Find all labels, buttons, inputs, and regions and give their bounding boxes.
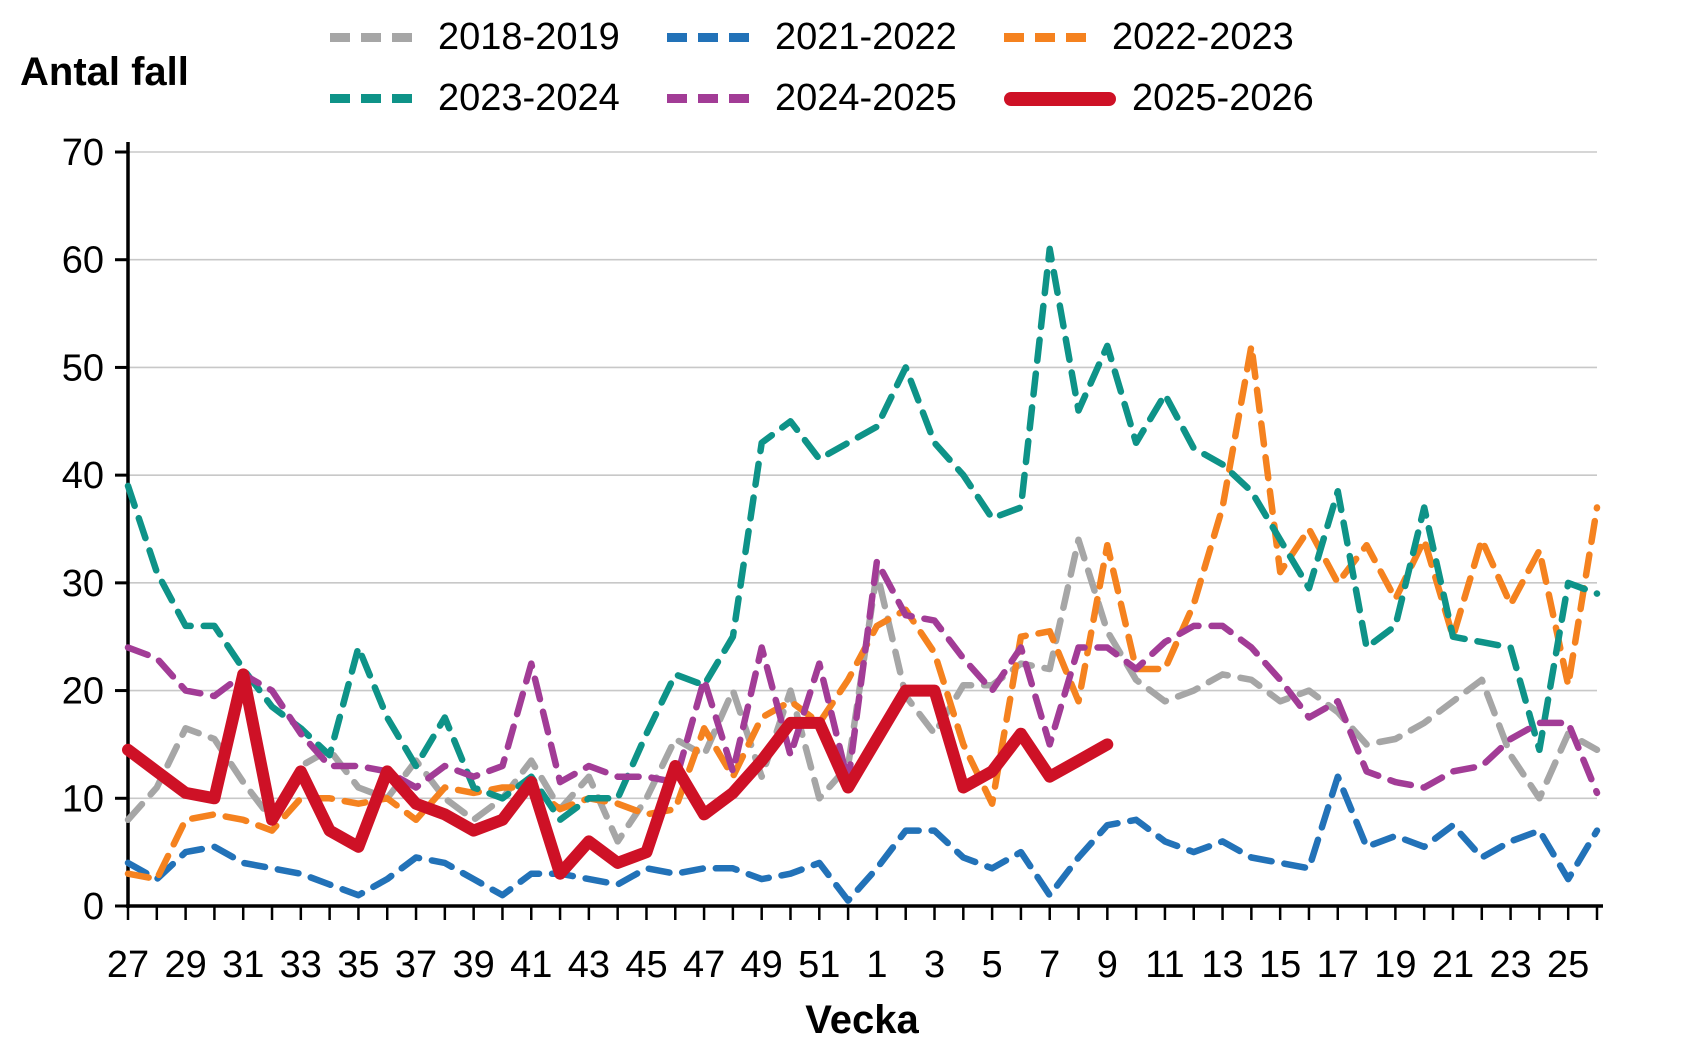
- legend-item-2022-2023: 2022-2023: [1004, 16, 1341, 59]
- svg-text:40: 40: [62, 455, 104, 497]
- gridlines: [128, 151, 1597, 800]
- svg-text:9: 9: [1097, 944, 1118, 986]
- legend-row-1: 2018-2019 2021-2022 2022-2023: [330, 16, 1341, 59]
- svg-text:13: 13: [1201, 944, 1243, 986]
- svg-text:19: 19: [1374, 944, 1416, 986]
- svg-text:31: 31: [222, 944, 264, 986]
- legend-label-2021-2022: 2021-2022: [775, 16, 957, 58]
- legend-swatch-2025-2026: [1004, 91, 1116, 106]
- legend-item-2025-2026: 2025-2026: [1004, 77, 1341, 120]
- svg-text:30: 30: [62, 563, 104, 605]
- legend-swatch-2023-2024: [330, 94, 422, 103]
- svg-text:47: 47: [683, 944, 725, 986]
- legend-row-2: 2023-2024 2024-2025 2025-2026: [330, 77, 1341, 120]
- legend-swatch-2022-2023: [1004, 33, 1096, 42]
- legend-item-2024-2025: 2024-2025: [667, 77, 1004, 120]
- svg-text:37: 37: [395, 944, 437, 986]
- svg-text:11: 11: [1145, 944, 1184, 986]
- axes: [115, 142, 1603, 920]
- legend-item-2021-2022: 2021-2022: [667, 16, 1004, 59]
- svg-text:50: 50: [62, 347, 104, 389]
- svg-text:3: 3: [924, 944, 945, 986]
- legend-item-2018-2019: 2018-2019: [330, 16, 667, 59]
- svg-text:29: 29: [164, 944, 206, 986]
- legend-item-2023-2024: 2023-2024: [330, 77, 667, 120]
- svg-text:35: 35: [337, 944, 379, 986]
- series-2025-2026: [122, 668, 1114, 880]
- legend-label-2022-2023: 2022-2023: [1112, 16, 1294, 58]
- svg-text:33: 33: [280, 944, 322, 986]
- svg-text:27: 27: [107, 944, 149, 986]
- svg-text:23: 23: [1489, 944, 1531, 986]
- svg-text:1: 1: [866, 944, 887, 986]
- legend-swatch-2024-2025: [667, 94, 759, 103]
- svg-text:60: 60: [62, 240, 104, 282]
- legend-label-2018-2019: 2018-2019: [438, 16, 620, 58]
- svg-text:10: 10: [62, 778, 104, 820]
- series-2021-2022: [124, 773, 1601, 904]
- svg-text:20: 20: [62, 671, 104, 713]
- series-2023-2024: [124, 245, 1601, 824]
- legend-label-2023-2024: 2023-2024: [438, 77, 620, 119]
- y-axis-title: Antal fall: [20, 50, 189, 94]
- svg-text:45: 45: [625, 944, 667, 986]
- legend-swatch-2018-2019: [330, 33, 422, 42]
- series-2022-2023: [124, 342, 1601, 883]
- svg-text:43: 43: [568, 944, 610, 986]
- legend: 2018-2019 2021-2022 2022-2023 2023-2024 2024…: [330, 16, 1341, 120]
- legend-label-2024-2025: 2024-2025: [775, 77, 957, 119]
- svg-text:15: 15: [1259, 944, 1301, 986]
- x-axis-title: Vecka: [805, 998, 919, 1042]
- svg-text:51: 51: [798, 944, 840, 986]
- legend-swatch-2021-2022: [667, 33, 759, 42]
- y-tick-labels: 0 10 20 30 40 50 60 70: [62, 132, 104, 928]
- svg-text:7: 7: [1039, 944, 1060, 986]
- svg-text:0: 0: [83, 886, 104, 928]
- x-tick-labels: 27 29 31 33 35 37 39 41 43 45 47 49 51 1 3 5 7 9 11 13 15 17 1…: [107, 944, 1589, 986]
- svg-text:5: 5: [982, 944, 1003, 986]
- svg-text:49: 49: [741, 944, 783, 986]
- svg-text:17: 17: [1317, 944, 1359, 986]
- svg-text:21: 21: [1432, 944, 1474, 986]
- svg-text:25: 25: [1547, 944, 1589, 986]
- legend-label-2025-2026: 2025-2026: [1132, 77, 1314, 119]
- svg-text:39: 39: [453, 944, 495, 986]
- series-2024-2025: [124, 558, 1601, 797]
- svg-text:41: 41: [510, 944, 552, 986]
- svg-text:70: 70: [62, 132, 104, 174]
